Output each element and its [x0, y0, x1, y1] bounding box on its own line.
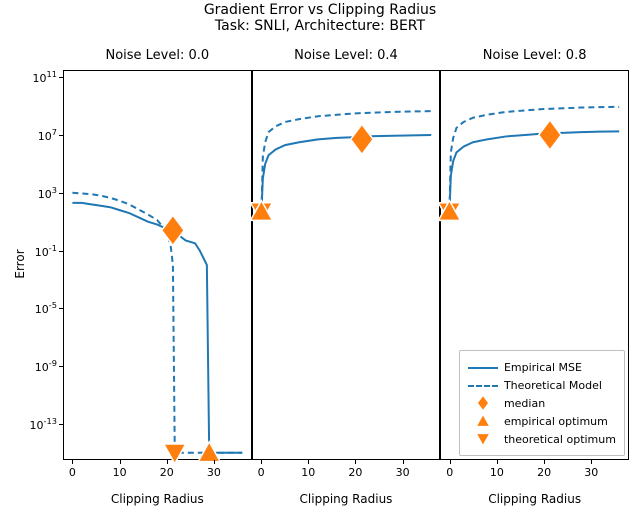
x-tick-label: 0: [258, 466, 265, 479]
subplot: Noise Level: 0.40102030Clipping Radius: [252, 70, 441, 460]
y-tick-label: 10-13: [7, 416, 57, 432]
legend-swatch: [468, 360, 498, 374]
theoretical-line: [450, 107, 620, 212]
legend-item: theoretical optimum: [468, 431, 616, 447]
legend-swatch: [468, 432, 498, 446]
x-axis-label: Clipping Radius: [63, 492, 252, 506]
panels-row: Noise Level: 0.00102030Clipping Radius10…: [63, 70, 629, 460]
legend-item: Theoretical Model: [468, 377, 616, 393]
legend-label: Empirical MSE: [504, 361, 582, 374]
x-tick: [403, 460, 404, 464]
figure: Gradient Error vs Clipping Radius Task: …: [0, 0, 640, 519]
plot-svg: [252, 70, 441, 460]
subplot-title: Noise Level: 0.0: [63, 48, 252, 63]
y-tick-label: 107: [7, 127, 57, 143]
legend-swatch: [468, 414, 498, 428]
x-axis-label: Clipping Radius: [252, 492, 441, 506]
empirical-optimum-marker: [198, 442, 220, 462]
x-tick: [544, 460, 545, 464]
x-tick-label: 20: [348, 466, 362, 479]
x-tick-label: 30: [584, 466, 598, 479]
theoretical-optimum-marker: [476, 433, 490, 446]
plot-svg: [63, 70, 252, 460]
y-tick: [59, 77, 63, 78]
empirical-line: [72, 203, 242, 453]
subplot: Noise Level: 0.00102030Clipping Radius10…: [63, 70, 252, 460]
x-tick: [308, 460, 309, 464]
x-tick-label: 30: [396, 466, 410, 479]
x-tick-label: 0: [69, 466, 76, 479]
median-marker: [477, 395, 489, 411]
x-tick-label: 20: [537, 466, 551, 479]
legend-item: empirical optimum: [468, 413, 616, 429]
empirical-line: [450, 131, 620, 211]
y-tick: [59, 135, 63, 136]
y-tick-label: 1011: [7, 69, 57, 85]
x-tick: [214, 460, 215, 464]
figure-suptitle: Gradient Error vs Clipping Radius Task: …: [0, 2, 640, 34]
legend-swatch: [468, 378, 498, 392]
x-tick: [355, 460, 356, 464]
empirical-optimum-marker: [476, 414, 490, 427]
x-tick: [591, 460, 592, 464]
subplot-title: Noise Level: 0.8: [440, 48, 629, 63]
legend-item: Empirical MSE: [468, 359, 616, 375]
legend-label: median: [504, 397, 545, 410]
median-marker: [539, 120, 562, 150]
y-tick-label: 10-5: [7, 301, 57, 317]
y-tick-label: 10-9: [7, 358, 57, 374]
y-tick-label: 10-1: [7, 243, 57, 259]
x-tick: [497, 460, 498, 464]
legend-item: median: [468, 395, 616, 411]
x-tick-label: 10: [490, 466, 504, 479]
x-tick: [450, 460, 451, 464]
subplot-title: Noise Level: 0.4: [252, 48, 441, 63]
y-tick-label: 103: [7, 185, 57, 201]
empirical-line: [261, 135, 431, 212]
x-tick: [120, 460, 121, 464]
legend-swatch: [468, 396, 498, 410]
x-tick-label: 10: [301, 466, 315, 479]
legend-label: empirical optimum: [504, 415, 608, 428]
y-tick: [59, 193, 63, 194]
x-tick: [167, 460, 168, 464]
subplot: Noise Level: 0.80102030Clipping RadiusEm…: [440, 70, 629, 460]
y-tick: [59, 251, 63, 252]
x-axis-label: Clipping Radius: [440, 492, 629, 506]
y-tick: [59, 424, 63, 425]
median-marker: [350, 124, 373, 154]
x-tick-label: 20: [160, 466, 174, 479]
theoretical-line: [72, 193, 242, 453]
y-tick: [59, 366, 63, 367]
median-marker: [162, 215, 185, 245]
y-tick: [59, 308, 63, 309]
x-tick: [261, 460, 262, 464]
legend-label: theoretical optimum: [504, 433, 616, 446]
x-tick-label: 0: [446, 466, 453, 479]
x-tick-label: 30: [207, 466, 221, 479]
legend: Empirical MSE Theoretical Model median empi…: [459, 350, 625, 456]
x-tick: [72, 460, 73, 464]
x-tick-label: 10: [113, 466, 127, 479]
legend-label: Theoretical Model: [504, 379, 602, 392]
theoretical-line: [261, 111, 431, 211]
